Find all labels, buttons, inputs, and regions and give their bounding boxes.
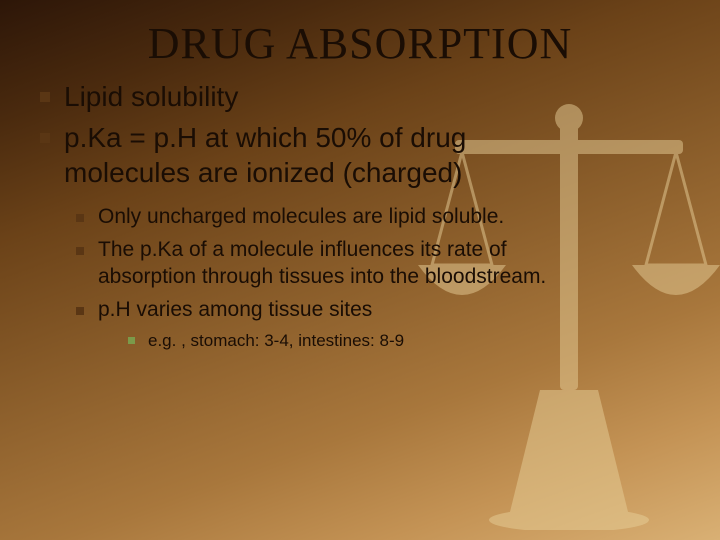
list-item: Lipid solubility [36,79,590,114]
list-item-label: p.H varies among tissue sites [98,298,372,321]
list-item: Only uncharged molecules are lipid solub… [74,204,590,231]
bullet-list-level3: e.g. , stomach: 3-4, intestines: 8-9 [128,330,590,352]
list-item: p.Ka = p.H at which 50% of drug molecule… [36,120,590,190]
slide: DRUG ABSORPTION Lipid solubility p.Ka = … [0,0,720,540]
list-item: The p.Ka of a molecule influences its ra… [74,237,590,291]
content: Lipid solubility p.Ka = p.H at which 50%… [30,79,590,352]
list-item: e.g. , stomach: 3-4, intestines: 8-9 [128,330,590,352]
list-item: p.H varies among tissue sites e.g. , sto… [74,297,590,352]
slide-title: DRUG ABSORPTION [30,18,690,69]
bullet-list-level2: Only uncharged molecules are lipid solub… [74,204,590,352]
bullet-list-level1: Lipid solubility p.Ka = p.H at which 50%… [36,79,590,190]
